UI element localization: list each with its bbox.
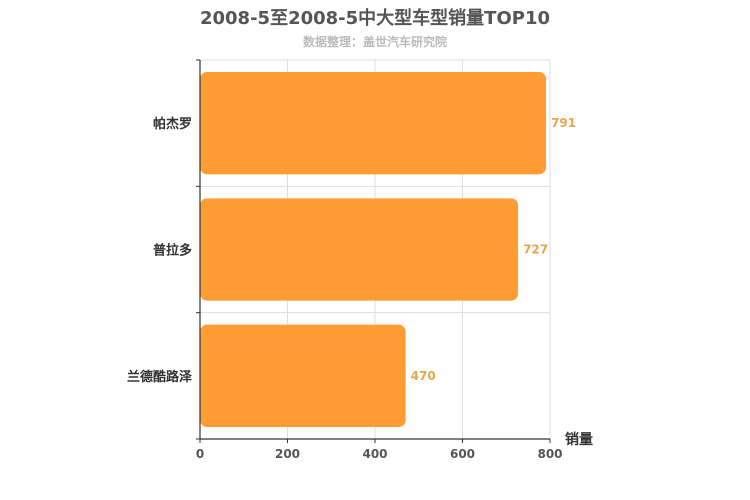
category-label: 兰德酷路泽 <box>127 369 193 385</box>
x-tick-label: 200 <box>275 447 300 461</box>
bar <box>200 324 406 427</box>
bars: 791 727 470 <box>200 72 576 427</box>
category-label: 普拉多 <box>153 243 192 259</box>
x-tick-label: 0 <box>196 447 204 461</box>
bar <box>200 198 519 301</box>
chart-title: 2008-5至2008-5中大型车型销量TOP10 <box>199 8 550 29</box>
data-label: 470 <box>411 369 436 383</box>
data-label: 727 <box>523 243 548 257</box>
x-tick-label: 800 <box>537 447 562 461</box>
chart-subtitle: 数据整理：盖世汽车研究院 <box>302 35 447 49</box>
x-tick-label: 400 <box>362 447 387 461</box>
data-label: 791 <box>551 116 576 130</box>
bar <box>200 72 547 175</box>
category-label: 帕杰罗 <box>153 116 192 132</box>
x-axis-label: 销量 <box>565 431 593 448</box>
x-tick-label: 600 <box>450 447 475 461</box>
